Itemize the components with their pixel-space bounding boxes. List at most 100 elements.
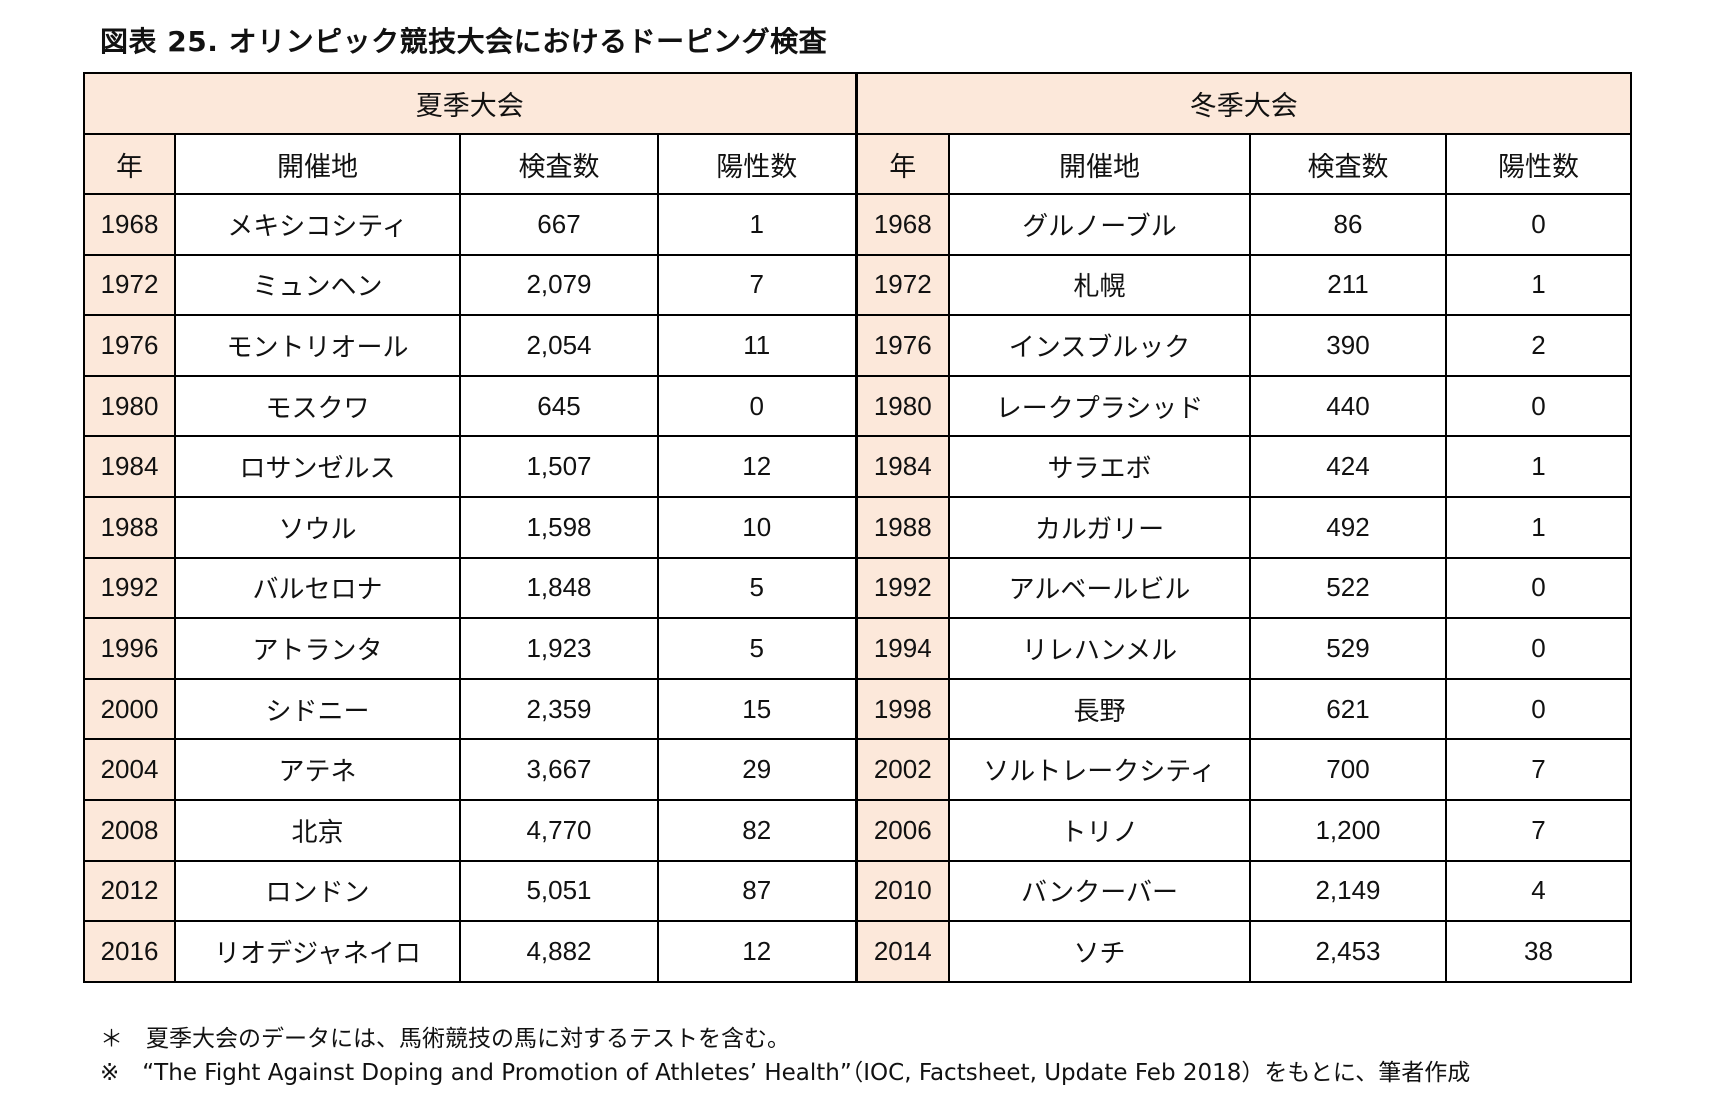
footnotes: ＊ 夏季大会のデータには、馬術競技の馬に対するテストを含む。 ※ “The Fi… [100,1022,1470,1090]
footnote-source: ※ “The Fight Against Doping and Promotio… [100,1060,1471,1086]
winter-city-cell: インスブルック [948,314,1251,377]
summer-year-cell: 1984 [83,435,176,498]
winter-year-cell: 1994 [854,617,950,680]
table-row: 2016 リオデジャネイロ 4,882 12 2014 ソチ 2,453 38 [83,920,1632,983]
winter-tests-cell: 440 [1249,374,1447,438]
winter-city-cell: トリノ [948,798,1251,862]
winter-tests-cell: 390 [1249,314,1447,377]
winter-city-cell: レークプラシッド [948,374,1251,438]
winter-year-cell: 1992 [854,556,950,620]
winter-tests-cell: 2,453 [1249,920,1447,983]
table-row: 2012 ロンドン 5,051 87 2010 バンクーバー 2,149 4 [83,859,1632,923]
winter-tests-cell: 700 [1249,738,1447,801]
table-row: 2004 アテネ 3,667 29 2002 ソルトレークシティ 700 7 [83,738,1632,801]
summer-year-cell: 2008 [83,798,176,862]
summer-city-cell: アテネ [174,738,461,801]
summer-year-cell: 1988 [83,495,176,559]
summer-positives-cell: 7 [657,253,857,317]
table-row: 2008 北京 4,770 82 2006 トリノ 1,200 7 [83,798,1632,862]
table-row: 1992 バルセロナ 1,848 5 1992 アルベールビル 522 0 [83,556,1632,620]
winter-positives-cell: 0 [1445,617,1632,680]
summer-city-cell: ロンドン [174,859,461,923]
summer-positives-cell: 82 [657,798,857,862]
summer-tests-cell: 645 [459,374,659,438]
games-band-row: 夏季大会 冬季大会 [83,72,1632,135]
winter-city-cell: ソチ [948,920,1251,983]
summer-positives-cell: 11 [657,314,857,377]
col-host-winter: 開催地 [948,133,1251,195]
summer-tests-cell: 667 [459,193,659,256]
winter-positives-cell: 38 [1445,920,1632,983]
table-row: 2000 シドニー 2,359 15 1998 長野 621 0 [83,677,1632,741]
winter-city-cell: グルノーブル [948,193,1251,256]
winter-city-cell: 札幌 [948,253,1251,317]
col-tests-summer: 検査数 [459,133,659,195]
summer-city-cell: リオデジャネイロ [174,920,461,983]
summer-positives-cell: 87 [657,859,857,923]
summer-year-cell: 1976 [83,314,176,377]
table-row: 1996 アトランタ 1,923 5 1994 リレハンメル 529 0 [83,617,1632,680]
winter-positives-cell: 0 [1445,374,1632,438]
summer-tests-cell: 1,923 [459,617,659,680]
winter-city-cell: ソルトレークシティ [948,738,1251,801]
table-row: 1972 ミュンヘン 2,079 7 1972 札幌 211 1 [83,253,1632,317]
summer-tests-cell: 1,848 [459,556,659,620]
summer-tests-cell: 3,667 [459,738,659,801]
winter-positives-cell: 1 [1445,435,1632,498]
winter-positives-cell: 7 [1445,738,1632,801]
summer-positives-cell: 12 [657,920,857,983]
winter-positives-cell: 7 [1445,798,1632,862]
winter-positives-cell: 1 [1445,253,1632,317]
winter-city-cell: バンクーバー [948,859,1251,923]
table-row: 1968 メキシコシティ 667 1 1968 グルノーブル 86 0 [83,193,1632,256]
winter-city-cell: アルベールビル [948,556,1251,620]
winter-year-cell: 2002 [854,738,950,801]
summer-tests-cell: 4,770 [459,798,659,862]
summer-year-cell: 2004 [83,738,176,801]
winter-tests-cell: 424 [1249,435,1447,498]
winter-year-cell: 2006 [854,798,950,862]
col-host-summer: 開催地 [174,133,461,195]
winter-games-header: 冬季大会 [854,72,1632,135]
winter-city-cell: サラエボ [948,435,1251,498]
winter-year-cell: 2010 [854,859,950,923]
summer-tests-cell: 1,507 [459,435,659,498]
summer-tests-cell: 2,079 [459,253,659,317]
summer-year-cell: 1992 [83,556,176,620]
winter-year-cell: 1980 [854,374,950,438]
table-row: 1980 モスクワ 645 0 1980 レークプラシッド 440 0 [83,374,1632,438]
winter-tests-cell: 2,149 [1249,859,1447,923]
winter-tests-cell: 211 [1249,253,1447,317]
winter-year-cell: 1976 [854,314,950,377]
summer-city-cell: メキシコシティ [174,193,461,256]
winter-tests-cell: 522 [1249,556,1447,620]
column-header-row: 年 開催地 検査数 陽性数 年 開催地 検査数 陽性数 [83,133,1632,195]
summer-games-header: 夏季大会 [83,72,857,135]
summer-tests-cell: 2,359 [459,677,659,741]
summer-positives-cell: 10 [657,495,857,559]
summer-city-cell: モントリオール [174,314,461,377]
col-tests-winter: 検査数 [1249,133,1447,195]
col-year-summer: 年 [83,133,176,195]
summer-city-cell: 北京 [174,798,461,862]
summer-tests-cell: 1,598 [459,495,659,559]
table-row: 1976 モントリオール 2,054 11 1976 インスブルック 390 2 [83,314,1632,377]
doping-table: 夏季大会 冬季大会 年 開催地 検査数 陽性数 年 開催地 検査数 陽性数 19… [83,72,1632,983]
summer-city-cell: モスクワ [174,374,461,438]
summer-positives-cell: 12 [657,435,857,498]
winter-positives-cell: 2 [1445,314,1632,377]
col-positives-summer: 陽性数 [657,133,857,195]
summer-city-cell: ロサンゼルス [174,435,461,498]
summer-tests-cell: 4,882 [459,920,659,983]
winter-city-cell: リレハンメル [948,617,1251,680]
summer-tests-cell: 5,051 [459,859,659,923]
winter-tests-cell: 492 [1249,495,1447,559]
winter-tests-cell: 621 [1249,677,1447,741]
summer-city-cell: ソウル [174,495,461,559]
winter-year-cell: 1972 [854,253,950,317]
summer-year-cell: 1968 [83,193,176,256]
winter-positives-cell: 1 [1445,495,1632,559]
summer-year-cell: 1972 [83,253,176,317]
summer-positives-cell: 0 [657,374,857,438]
summer-positives-cell: 15 [657,677,857,741]
